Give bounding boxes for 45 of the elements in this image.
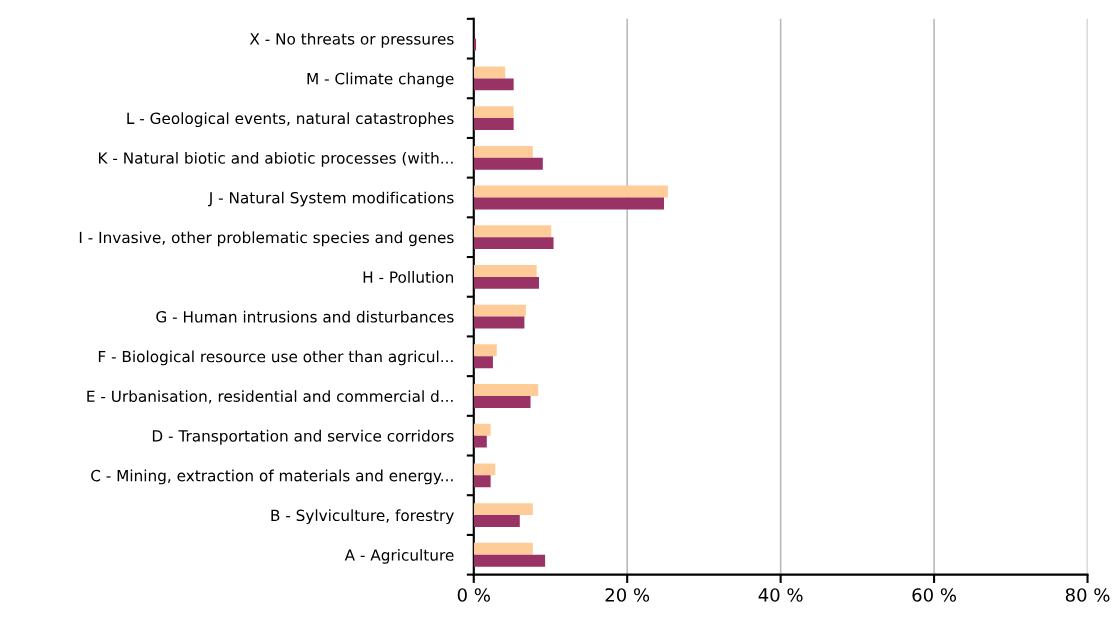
- y-tick-label: E - Urbanisation, residential and commercial d...: [87, 390, 453, 404]
- bar: [473, 118, 514, 130]
- bar: [473, 237, 554, 250]
- bar: [473, 276, 539, 289]
- x-tick-label: 20 %: [605, 588, 650, 602]
- y-tick-label: G - Human intrusions and disturbances: [156, 310, 454, 323]
- bar: [473, 503, 533, 516]
- bar: [473, 145, 533, 158]
- bar: [473, 197, 665, 210]
- bar: [473, 423, 491, 436]
- y-tick-label: I - Invasive, other problematic species and genes: [79, 231, 454, 247]
- x-tick-label: 60 %: [912, 588, 957, 602]
- y-tick-label: H - Pollution: [363, 271, 454, 283]
- y-tick-label: K - Natural biotic and abiotic processes (with...: [98, 151, 453, 167]
- bar: [473, 157, 543, 170]
- x-tick-label: 0 %: [457, 588, 490, 602]
- y-tick-label: A - Agriculture: [344, 548, 454, 564]
- bar: [473, 106, 514, 119]
- bar: [473, 356, 493, 369]
- x-tick-label: 40 %: [758, 588, 803, 602]
- bar: [473, 66, 506, 79]
- y-tick-label: X - No threats or pressures: [249, 32, 454, 48]
- bar: [473, 344, 497, 357]
- y-tick-label: C - Mining, extraction of materials and energy...: [91, 469, 453, 485]
- bar: [473, 542, 533, 555]
- y-tick-label: J - Natural System modifications: [207, 191, 454, 207]
- y-tick-label: F - Biological resource use other than agricul...: [98, 350, 453, 366]
- bar: [473, 304, 526, 317]
- bar: [473, 475, 491, 488]
- y-tick-label: L - Geological events, natural catastrophes: [127, 112, 454, 128]
- y-tick-label: D - Transportation and service corridors: [152, 429, 454, 445]
- bar: [473, 225, 552, 238]
- bar: [473, 435, 487, 448]
- bar: [473, 515, 520, 527]
- bar: [473, 264, 537, 277]
- y-tick-label: M - Climate change: [307, 72, 454, 88]
- y-tick-label: B - Sylviculture, forestry: [271, 509, 454, 525]
- x-tick-label: 80 %: [1065, 588, 1110, 602]
- bar: [473, 554, 546, 567]
- bar: [473, 78, 514, 91]
- bar: [473, 384, 539, 396]
- bar: [473, 395, 531, 408]
- bar: [473, 316, 525, 329]
- bar: [473, 185, 668, 198]
- bar: [473, 463, 496, 476]
